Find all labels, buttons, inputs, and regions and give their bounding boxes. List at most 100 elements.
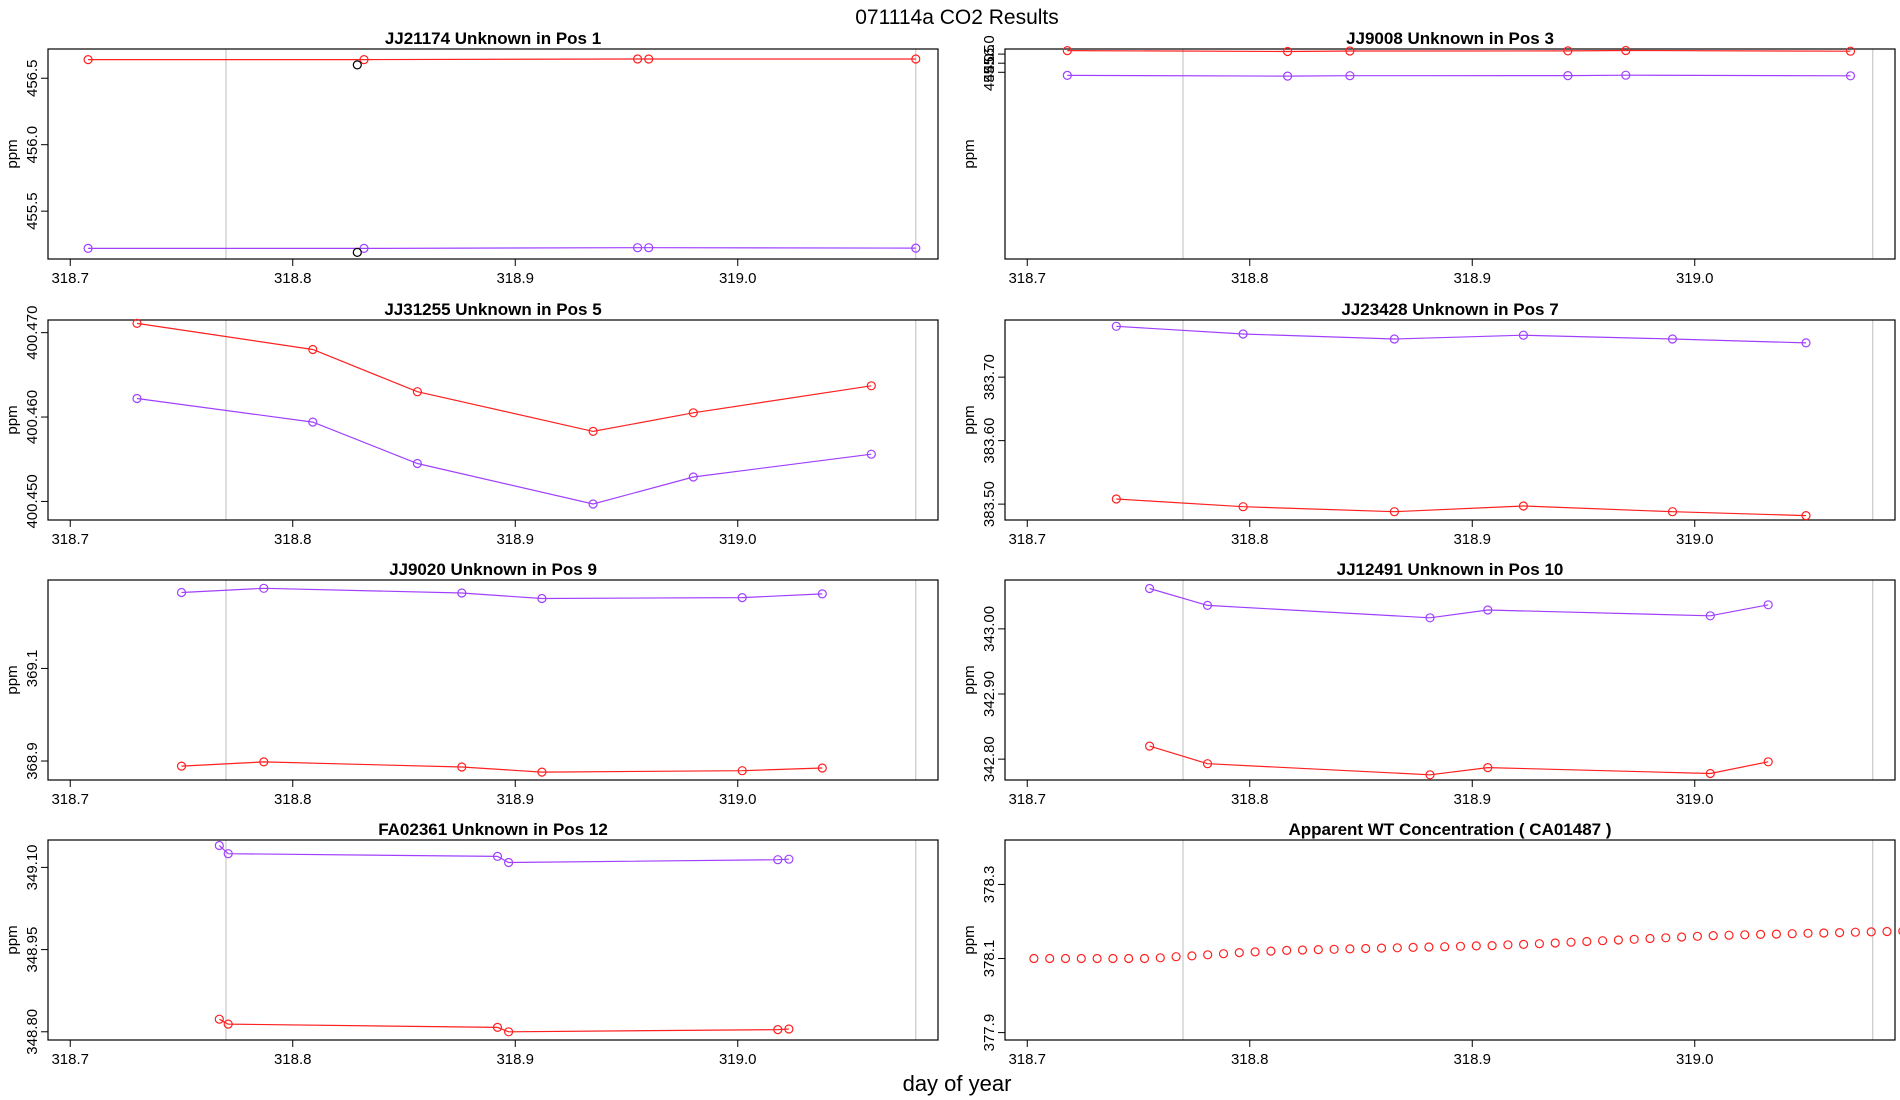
panel-7-point-red-2 (223, 1019, 233, 1029)
panel-5: JJ9020 Unknown in Pos 9 318.7 318.8 318.9 31… (4, 560, 939, 808)
panel-5-point-red-5 (737, 766, 747, 776)
panel-8-ytick-label-1: 377.9 (981, 1014, 998, 1052)
panel-2-point-red-2 (1282, 46, 1293, 57)
panel-6-line-purple (1149, 587, 1769, 619)
panel-8-point-red-24 (1392, 943, 1402, 953)
panel-4-ytick-label-1: 383.50 (981, 481, 998, 527)
panel-5-xtick-label-3: 318.9 (496, 791, 534, 808)
panel-4-xtick-label-3: 318.9 (1453, 531, 1491, 548)
panel-1-ytick-label-3: 456.5 (24, 59, 41, 97)
panel-6-point-red-2 (1202, 759, 1213, 769)
panel-2-ytick-label-2: 455.5 (981, 44, 998, 82)
panel-7-point-red-3 (492, 1022, 503, 1033)
panel-1-series-purple (83, 243, 921, 253)
panel-4-point-purple-6 (1801, 338, 1811, 348)
panel-6-point-purple-5 (1705, 611, 1715, 621)
panel-8-point-red-6 (1108, 953, 1118, 964)
panel-8-point-red-37 (1597, 936, 1608, 946)
panel-8-point-red-41 (1661, 933, 1671, 943)
panel-8-xtick-label-3: 318.9 (1453, 1051, 1491, 1068)
panel-2-point-purple-4 (1563, 70, 1573, 81)
panel-7-point-purple-1 (214, 840, 224, 851)
panel-3: JJ31255 Unknown in Pos 5 318.7 318.8 318.9 3… (4, 300, 939, 548)
panel-8-point-red-33 (1534, 939, 1545, 949)
panel-8-point-red-47 (1755, 929, 1766, 940)
panel-3-point-red-4 (588, 426, 598, 436)
panel-8-point-red-20 (1329, 944, 1339, 954)
panel-3-xtick-label-3: 318.9 (496, 531, 534, 548)
panel-8-point-red-23 (1376, 943, 1387, 953)
panel-8-point-red-43 (1692, 931, 1703, 941)
panel-3-series-purple (132, 393, 876, 509)
panel-8-point-red-12 (1203, 950, 1213, 960)
panel-1-point-purple-4 (644, 243, 654, 253)
panel-2-frame (1004, 48, 1896, 260)
panel-7-point-red-4 (504, 1027, 514, 1037)
panel-8-ylabel: ppm (961, 925, 978, 954)
panel-5-ytick-label-1: 368.9 (24, 742, 41, 780)
panel-2-point-purple-1 (1062, 70, 1072, 81)
panel-3-point-red-5 (688, 408, 698, 418)
panel-5-point-red-3 (457, 762, 467, 772)
panel-8-ytick-label-2: 378.1 (981, 940, 998, 978)
panel-4-line-red (1116, 498, 1807, 517)
panel-7-ytick-label-2: 348.95 (24, 927, 41, 973)
panel-4-point-red-1 (1111, 494, 1121, 504)
panel-2-ytick-label-1: 455.0 (981, 54, 998, 92)
panel-7-xtick-label-3: 318.9 (496, 1051, 534, 1068)
panel-8-point-red-22 (1361, 943, 1371, 954)
panel-4-xtick-label-4: 319.0 (1676, 531, 1714, 548)
panel-8-point-red-17 (1282, 945, 1292, 956)
panel-3-point-purple-5 (688, 472, 698, 482)
panel-8-point-red-55 (1882, 926, 1892, 937)
panel-5-xtick-label-1: 318.7 (51, 791, 89, 808)
panel-7-series-red (214, 1014, 794, 1037)
panel-5-ylabel: ppm (4, 665, 21, 694)
panel-2-xtick-label-1: 318.7 (1008, 270, 1046, 287)
panel-8-point-red-56 (1898, 927, 1900, 935)
panel-2-ytick-label-3: 456.0 (981, 35, 998, 73)
panel-4-ylabel: ppm (961, 405, 978, 434)
panel-7-point-red-6 (784, 1024, 794, 1034)
panel-8-title: Apparent WT Concentration ( CA01487 ) (1288, 820, 1611, 839)
panel-7-point-purple-5 (773, 855, 783, 865)
panel-8-point-red-8 (1139, 953, 1150, 964)
panel-8-point-red-28 (1455, 941, 1466, 951)
panel-3-xtick-label-1: 318.7 (51, 531, 89, 548)
panel-3-title: JJ31255 Unknown in Pos 5 (384, 300, 601, 319)
panel-4-point-purple-5 (1667, 334, 1678, 344)
panel-5-point-purple-3 (457, 588, 467, 598)
panel-3-point-red-2 (308, 344, 318, 355)
panel-6-xtick-label-2: 318.8 (1231, 791, 1269, 808)
panel-8-point-red-45 (1724, 930, 1734, 940)
panel-8-ytick-label-3: 378.3 (981, 866, 998, 904)
panel-8-point-red-27 (1440, 942, 1450, 952)
panel-5-point-red-1 (176, 761, 187, 771)
panel-7-ylabel: ppm (4, 925, 21, 954)
panel-8-series-red (1029, 926, 1900, 964)
panel-6-xtick-label-1: 318.7 (1008, 791, 1046, 808)
panel-3-point-red-3 (412, 387, 422, 397)
panel-2-line-red (1067, 49, 1851, 53)
panel-4-point-red-4 (1518, 501, 1529, 511)
panel-3-point-purple-1 (132, 393, 142, 404)
panel-3-ylabel: ppm (4, 405, 21, 434)
panel-4-point-red-5 (1667, 507, 1678, 517)
panel-8-point-red-35 (1566, 937, 1576, 947)
panel-6-series-purple (1144, 583, 1773, 623)
panel-5-series-red (176, 757, 827, 777)
panel-4-xtick-label-2: 318.8 (1231, 531, 1269, 548)
panel-1-point-black-1 (352, 60, 362, 70)
panel-6-point-purple-1 (1144, 583, 1155, 594)
panel-8-point-red-16 (1266, 946, 1276, 956)
panel-8-point-red-21 (1345, 944, 1355, 954)
panel-8-point-red-11 (1187, 951, 1197, 961)
panel-2-point-red-3 (1345, 46, 1355, 56)
panel-5-series-purple (176, 583, 827, 604)
panel-4-point-purple-4 (1518, 330, 1529, 340)
panel-8-point-red-3 (1060, 953, 1071, 964)
panel-2-title: JJ9008 Unknown in Pos 3 (1346, 29, 1554, 48)
panel-2: JJ9008 Unknown in Pos 3 318.7 318.8 318.9 31… (961, 29, 1896, 287)
panel-2-xtick-label-4: 319.0 (1676, 270, 1714, 287)
